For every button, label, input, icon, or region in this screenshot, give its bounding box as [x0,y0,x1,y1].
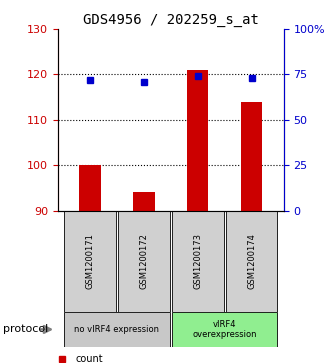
Title: GDS4956 / 202259_s_at: GDS4956 / 202259_s_at [83,13,259,26]
Text: count: count [76,354,104,363]
Bar [64,312,170,347]
Bar [226,211,277,312]
Text: GSM1200173: GSM1200173 [193,233,202,289]
Bar [133,192,155,211]
Bar [172,211,223,312]
Text: protocol: protocol [3,325,49,334]
Text: GSM1200174: GSM1200174 [247,233,256,289]
Bar [118,211,170,312]
Bar [172,312,277,347]
Bar [241,102,262,211]
Bar [64,211,116,312]
Text: vIRF4
overexpression: vIRF4 overexpression [192,320,257,339]
Text: GSM1200172: GSM1200172 [139,233,148,289]
Text: no vIRF4 expression: no vIRF4 expression [75,325,159,334]
Bar [79,165,101,211]
Bar [187,70,209,211]
Text: GSM1200171: GSM1200171 [85,233,94,289]
